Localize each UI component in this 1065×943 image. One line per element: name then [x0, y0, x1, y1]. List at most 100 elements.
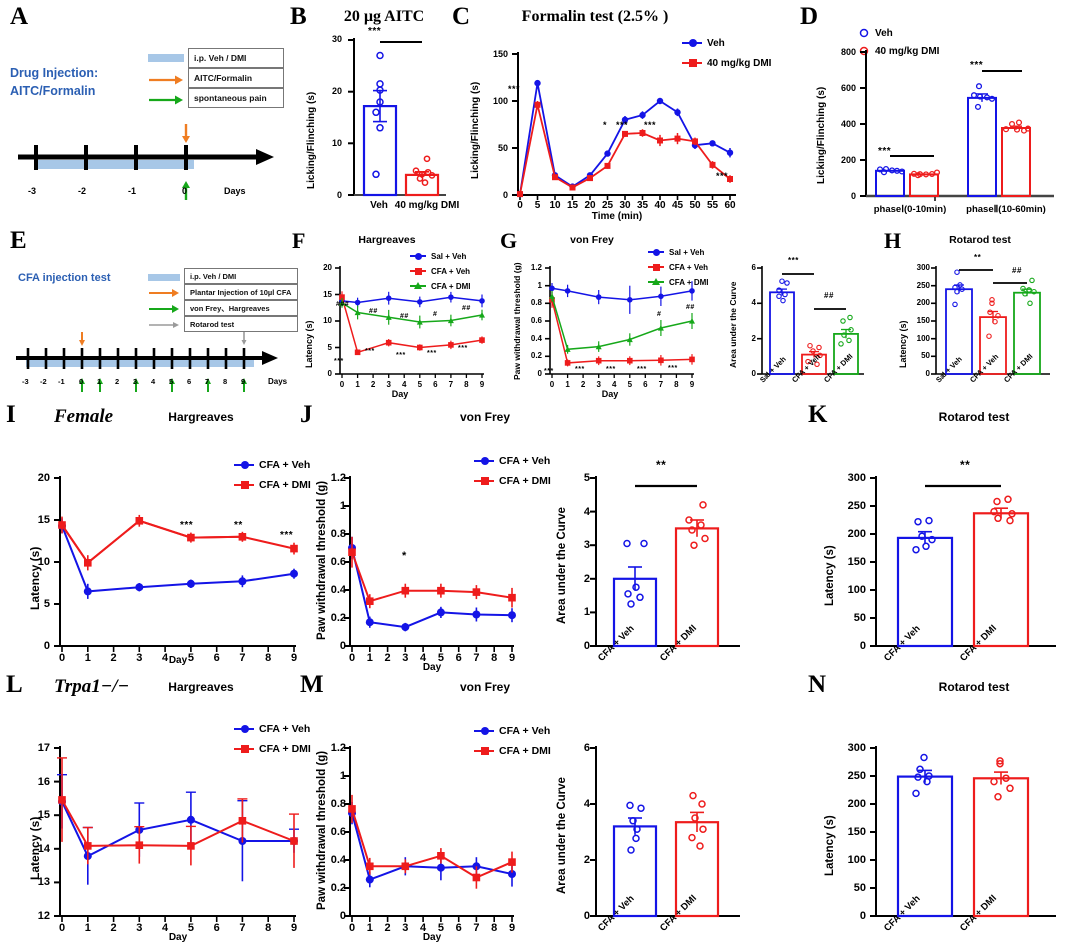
legend-label: 40 mg/kg DMI — [875, 45, 940, 57]
panel-g-xtick-7: 7 — [658, 380, 664, 389]
legend-row-veh: Veh — [858, 26, 939, 40]
panel-f-xtick-3: 3 — [386, 380, 391, 389]
panel-a-axis-label: Days — [224, 186, 246, 196]
panel-c-label: C — [452, 3, 471, 30]
panel-j-xtick-6: 6 — [455, 652, 462, 664]
panel-d-group-0: phaseⅠ(0-10min) — [873, 204, 947, 215]
panel-j-ytick-1: 0.2 — [330, 612, 346, 624]
panel-b-ytick-3: 30 — [331, 34, 342, 44]
panel-i-xtick-0: 0 — [58, 652, 66, 664]
panel-j: J von Frey Paw withdrawal threshold (g) … — [300, 400, 800, 673]
panel-g-xlabel: Day — [601, 389, 619, 399]
panel-f-sig-dmi-5: ## — [400, 313, 409, 320]
panel-j-label: J — [300, 401, 313, 428]
panel-k-ytick-3: 150 — [847, 556, 866, 568]
panel-m-xtick-0: 0 — [348, 922, 356, 934]
panel-g-label: G — [500, 228, 518, 253]
panel-a-heading-line1: Drug Injection: — [10, 66, 99, 80]
panel-a-legend-item-2: spontaneous pain — [188, 88, 284, 108]
panel-m-xtick-1: 1 — [366, 922, 373, 934]
panel-j-xtick-9: 9 — [508, 652, 516, 664]
panel-f-xtick-5: 5 — [417, 380, 423, 389]
panel-b-ytick-2: 20 — [331, 86, 342, 96]
panel-m-xtick-9: 9 — [508, 922, 516, 934]
panel-g-auc-sig-1: ## — [824, 291, 834, 300]
panel-f-sig-veh-5: *** — [396, 352, 406, 359]
panel-f-sig-dmi-7: # — [433, 311, 438, 318]
panel-l: L Trpa1−/− Hargreaves Latency (s) CFA + … — [6, 670, 311, 943]
panel-b-xtick-0: Veh — [370, 200, 388, 211]
panel-g-auc-sig-0: *** — [788, 256, 799, 265]
panel-f-ytick-2: 10 — [323, 316, 332, 325]
legend-row-cfa-dmi: CFA + DMI — [234, 742, 311, 756]
panel-m-auc-plot — [590, 746, 740, 918]
panel-e-tick-5: 2 — [115, 377, 120, 386]
legend-row-cfa-veh: CFA + Veh — [474, 454, 551, 468]
panel-f-sig-veh-1: *** — [334, 358, 344, 365]
panel-c-sig-3: *** — [644, 120, 657, 130]
legend-row-cfa-dmi: CFA + DMI — [410, 280, 470, 292]
panel-n-ytick-2: 100 — [847, 854, 866, 866]
panel-g-xtick-1: 1 — [565, 380, 570, 389]
legend-label: CFA + Veh — [669, 262, 709, 272]
panel-j-auc-ytick-0: 0 — [583, 640, 590, 652]
panel-i-legend: CFA + Veh CFA + DMI — [234, 458, 311, 492]
panel-l-ytick-1: 13 — [37, 876, 50, 889]
panel-d-sig-0: *** — [878, 146, 892, 157]
panel-f-xlabel: Day — [391, 389, 409, 399]
panel-k-sig-0: ** — [960, 458, 971, 472]
panel-m-xtick-4: 4 — [420, 922, 427, 934]
panel-l-ytick-5: 17 — [37, 742, 50, 754]
panel-c-xtick-5: 25 — [601, 200, 614, 211]
orange-arrow-icon — [149, 75, 183, 85]
legend-label: CFA + Veh — [259, 459, 311, 471]
panel-f-label: F — [292, 228, 306, 253]
panel-l-xtick-7: 7 — [239, 922, 246, 934]
panel-e-legend-item-1: Plantar Injection of 10µl CFA — [184, 284, 298, 300]
panel-g-ytick-2: 0.4 — [530, 333, 542, 343]
panel-i-xtick-1: 1 — [84, 652, 91, 664]
panel-g-sig-veh-1: *** — [544, 368, 554, 375]
panel-n-ytick-1: 50 — [853, 882, 866, 894]
panel-l-xtick-8: 8 — [265, 922, 272, 934]
panel-i-xtick-8: 8 — [265, 652, 272, 664]
panel-c-xtick-6: 30 — [619, 200, 631, 211]
panel-c-sig-0: *** — [508, 84, 521, 94]
panel-i-ytick-2: 10 — [37, 556, 50, 568]
panel-h-ytick-0: 0 — [925, 369, 930, 378]
red-square-marker-icon — [234, 745, 254, 753]
panel-f-xtick-0: 0 — [339, 380, 345, 389]
bar-swatch-icon — [148, 274, 180, 281]
panel-e-tick-0: -3 — [22, 377, 29, 386]
panel-c-xtick-12: 60 — [724, 200, 736, 211]
blue-circle-marker-icon — [648, 248, 664, 256]
panel-n-ytick-6: 300 — [847, 742, 866, 754]
green-arrow-icon — [149, 95, 183, 105]
panel-i-ytick-4: 20 — [37, 472, 50, 484]
panel-f-xtick-2: 2 — [370, 380, 376, 389]
blue-open-circle-icon — [859, 28, 869, 38]
panel-a-tick-0: -3 — [28, 186, 37, 196]
panel-d-group-1: phaseⅡ(10-60min) — [966, 204, 1046, 215]
legend-label: CFA + DMI — [259, 479, 311, 491]
panel-f-sig-dmi-1: ### — [336, 301, 350, 308]
panel-e-tick-3: 0 — [79, 377, 84, 386]
panel-c-xtick-0: 0 — [517, 200, 523, 211]
panel-h: H Rotarod test Latency (s) — [884, 228, 1064, 398]
legend-label: CFA + Veh — [431, 266, 471, 276]
panel-f-legend: Sal + Veh CFA + Veh CFA + DMI — [410, 250, 470, 292]
panel-i-sig-9: *** — [280, 530, 294, 541]
panel-m-auc-ytick-0: 0 — [583, 910, 590, 922]
panel-l-label: L — [6, 671, 23, 698]
panel-d-plot — [860, 50, 1054, 201]
panel-j-xtick-1: 1 — [366, 652, 373, 664]
panel-g-ytick-3: 0.6 — [530, 316, 542, 325]
panel-m-ytick-6: 1.2 — [330, 742, 346, 754]
panel-k: K Rotarod test Latency (s) — [808, 400, 1064, 665]
panel-b-xtick-1: 40 mg/kg DMI — [394, 200, 460, 211]
panel-g-auc-plot — [757, 266, 864, 375]
panel-a-heading-line2: AITC/Formalin — [10, 84, 96, 98]
panel-f-sig-veh-3: *** — [365, 348, 375, 355]
panel-g-ytick-4: 0.8 — [530, 298, 542, 308]
